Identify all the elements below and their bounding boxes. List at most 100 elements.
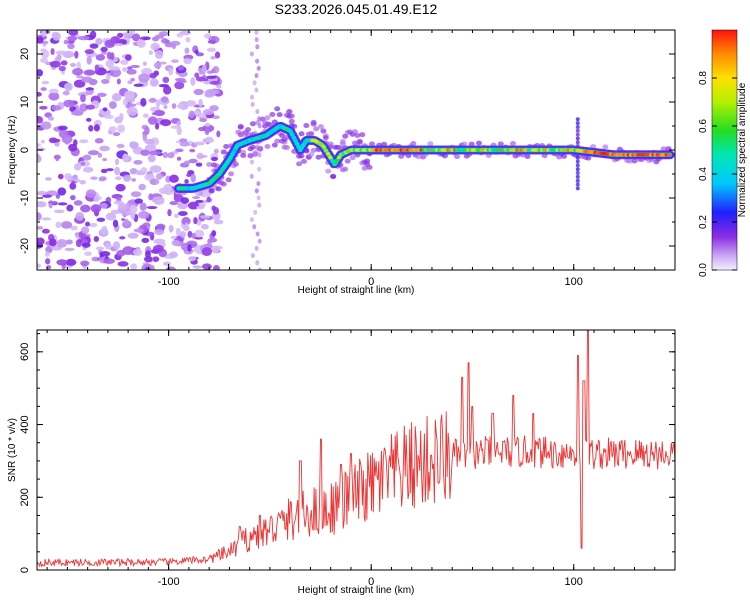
- spectrogram-noise-blob: [148, 150, 161, 156]
- spectrogram-noise-blob: [195, 76, 206, 82]
- spectrogram-ridge-core: [225, 160, 230, 164]
- spectrogram-noise-blob: [171, 59, 179, 64]
- spectrogram-noise-blob: [69, 62, 77, 67]
- spectrogram-noise-blob: [37, 92, 42, 97]
- spectrogram-noise-blob: [51, 105, 62, 111]
- spectrogram-halo-blob: [254, 73, 259, 79]
- spectrogram-noise-blob: [89, 30, 97, 39]
- snr-y-ticks: 0 200 400 600: [19, 333, 675, 573]
- spectrogram-noise-blob: [187, 244, 192, 252]
- spectrogram-spike-blob: [575, 167, 580, 172]
- y-tick-label: 0: [19, 567, 31, 573]
- spectrogram-noise-blob: [116, 143, 125, 149]
- spectrogram-noise-blob: [142, 61, 147, 66]
- spectrogram-halo-blob: [264, 144, 271, 150]
- spectrogram-noise-blob: [133, 159, 143, 165]
- spectrogram-noise-blob: [82, 166, 94, 173]
- spectrogram-noise-blob: [122, 32, 134, 37]
- spectrogram-noise-blob: [170, 235, 177, 240]
- spectrogram-noise-blob: [71, 110, 84, 116]
- spectrogram-noise-blob: [193, 216, 198, 225]
- spectrogram-noise-blob: [41, 228, 50, 234]
- spectrogram-noise-blob: [154, 50, 164, 59]
- spectrogram-noise-blob: [177, 79, 187, 84]
- spectrogram-noise-blob: [48, 88, 59, 94]
- spectrogram-halo-blob: [255, 44, 260, 50]
- spectrogram-halo-blob: [602, 144, 609, 150]
- spectrogram-noise-blob: [109, 68, 122, 78]
- spectrogram-ridge-core: [227, 156, 233, 161]
- spectrogram-noise-blob: [58, 173, 64, 180]
- spectrogram-halo-blob: [257, 116, 262, 122]
- spectrogram-noise-blob: [196, 205, 205, 210]
- spectrogram-halo-blob: [237, 124, 244, 130]
- colorbar-tick-label: 0.0: [698, 263, 709, 277]
- spectrogram-noise-blob: [206, 47, 216, 53]
- spectrogram-spike-blob: [575, 128, 580, 133]
- spectrogram-noise-blob: [82, 154, 92, 161]
- spectrogram-noise-blob: [176, 156, 182, 161]
- spectrogram-noise-blob: [56, 239, 68, 248]
- spectrogram-noise-blob: [48, 92, 60, 101]
- spectrogram-noise-blob: [79, 139, 89, 144]
- spectrogram-halo-blob: [255, 231, 260, 237]
- spectrogram-noise-blob: [63, 83, 71, 90]
- spectrogram-noise-blob: [208, 89, 220, 95]
- spectrogram-noise-blob: [204, 122, 211, 127]
- spectrogram-halo-blob: [276, 112, 283, 118]
- spectrogram-noise-blob: [168, 68, 174, 76]
- spectrogram-noise-blob: [153, 62, 162, 69]
- spectrogram-noise-blob: [112, 132, 121, 137]
- spectrogram-halo-blob: [206, 162, 213, 168]
- spectrogram-noise-blob: [76, 61, 81, 70]
- spectrogram-noise-blob: [140, 166, 148, 173]
- spectrogram-noise-blob: [175, 227, 182, 236]
- spectrogram-noise-blob: [120, 59, 129, 65]
- spectrogram-halo-blob: [253, 209, 258, 215]
- spectrogram-halo-blob: [344, 158, 351, 164]
- spectrogram-noise-blob: [72, 68, 84, 76]
- spectrogram-halo-blob: [410, 140, 417, 146]
- spectrogram-noise-blob: [186, 173, 192, 178]
- spectrogram-noise-blob: [108, 101, 117, 109]
- spectrogram-halo-blob: [351, 129, 358, 135]
- spectrogram-halo-blob: [252, 80, 257, 86]
- spectrogram-noise-blob: [122, 98, 128, 106]
- spectrogram-noise-blob: [129, 141, 135, 147]
- colorbar-tick-label: 0.6: [698, 119, 709, 133]
- spectrogram-noise-blob: [98, 176, 107, 182]
- spectrogram-spike-blob: [575, 136, 580, 141]
- spectrogram-noise-blob: [140, 149, 150, 156]
- spectrogram-noise-blob: [100, 46, 108, 53]
- spectrogram-spike-blob: [575, 155, 580, 160]
- spectrogram-noise-blob: [123, 174, 132, 182]
- spectrogram-noise-blob: [99, 251, 111, 257]
- spectrogram-noise-blob: [201, 64, 207, 74]
- spectrogram-halo-blob: [256, 195, 261, 201]
- spectrogram-halo-blob: [249, 144, 256, 150]
- spectrogram-noise-blob: [85, 104, 95, 110]
- spectrogram-noise-blob: [94, 138, 104, 144]
- spectrogram-noise-blob: [179, 138, 188, 143]
- spectrogram-halo-blob: [254, 30, 259, 35]
- spectrogram-halo-blob: [223, 144, 230, 150]
- spectrogram-noise-blob: [160, 119, 172, 127]
- spectrogram-noise-blob: [194, 236, 204, 240]
- spectrogram-noise-blob: [161, 96, 169, 103]
- spectrogram-noise-blob: [70, 225, 78, 231]
- spectrogram-halo-blob: [279, 132, 286, 138]
- spectrogram-noise-blob: [213, 148, 219, 154]
- spectrogram-noise-blob: [147, 154, 156, 163]
- spectrogram-noise-blob: [147, 116, 158, 125]
- spectrogram-ylabel: Frequency (Hz): [7, 116, 18, 185]
- spectrogram-noise-blob: [83, 69, 96, 76]
- spectrogram-noise-blob: [93, 236, 100, 243]
- spectrogram-halo-blob: [298, 131, 305, 137]
- spectrogram-noise-blob: [97, 92, 107, 98]
- spectrogram-ridge-core: [323, 148, 329, 153]
- spectrogram-noise-blob: [216, 84, 222, 89]
- spectrogram-halo-blob: [257, 267, 262, 270]
- spectrogram-noise-blob: [37, 116, 44, 124]
- spectrogram-halo-blob: [349, 155, 356, 161]
- spectrogram-noise-blob: [210, 245, 220, 254]
